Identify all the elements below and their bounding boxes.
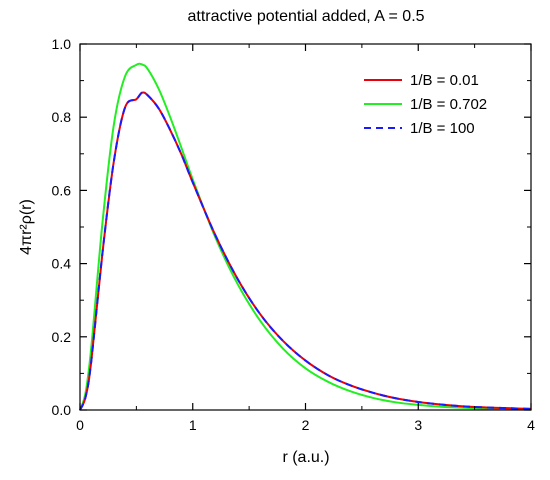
x-tick-label: 3 [414, 417, 422, 433]
legend-label-2: 1/B = 0.702 [410, 96, 487, 113]
series-line-1 [79, 91, 532, 411]
legend: 1/B = 0.01 1/B = 0.702 1/B = 100 [364, 72, 487, 137]
chart-title: attractive potential added, A = 0.5 [187, 8, 424, 25]
y-tick-label: 0.8 [52, 109, 72, 125]
y-axis-label: 4πr²ρ(r) [18, 199, 35, 255]
series-line-3 [79, 91, 532, 411]
y-tick-label: 0.6 [52, 182, 72, 198]
y-tick-label: 0.0 [52, 402, 72, 418]
x-tick-label: 4 [527, 417, 535, 433]
x-tick-label: 2 [302, 417, 310, 433]
series-line-2 [79, 62, 532, 411]
x-tick-label: 0 [76, 417, 84, 433]
series-lines [79, 62, 532, 411]
y-tick-label: 0.4 [52, 256, 72, 272]
x-tick-label: 1 [189, 417, 197, 433]
legend-label-1: 1/B = 0.01 [410, 72, 479, 89]
x-axis-label: r (a.u.) [282, 449, 329, 466]
y-tick-label: 1.0 [52, 36, 72, 52]
axis-ticks: 0 1 2 3 4 0.0 0.2 0.4 0.6 0.8 1.0 [52, 36, 536, 433]
legend-label-3: 1/B = 100 [410, 120, 475, 137]
y-tick-label: 0.2 [52, 329, 72, 345]
